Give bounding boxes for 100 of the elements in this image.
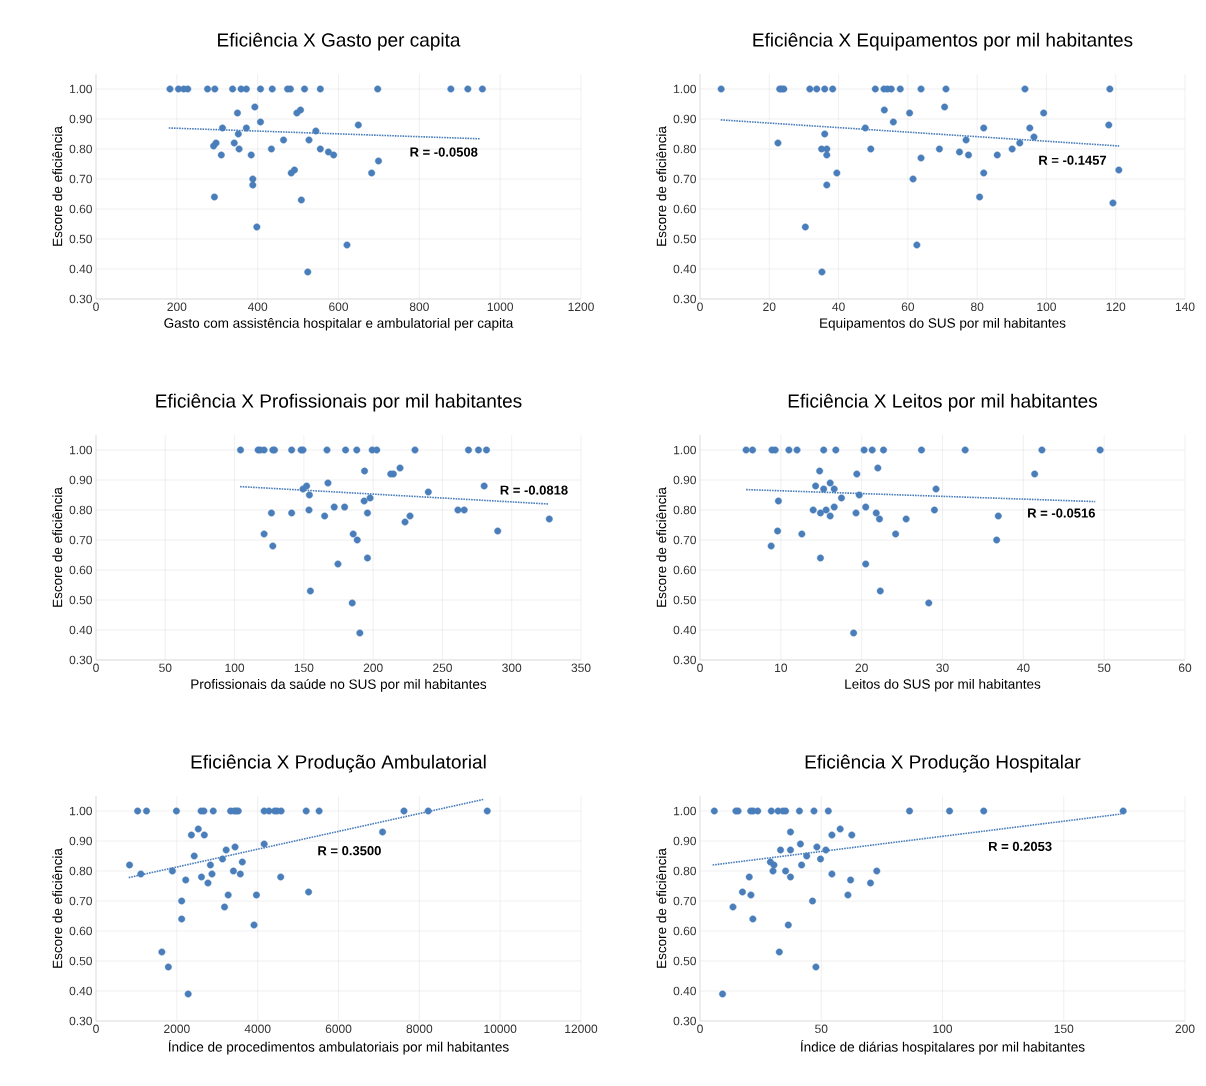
x-tick-label: 20 (763, 302, 776, 312)
annotation: R = 0.3500 (318, 846, 381, 856)
x-tick-label: 0 (697, 1024, 703, 1034)
y-axis-title: Escore de eficiência (52, 487, 63, 607)
x-tick-label: 10000 (484, 1024, 517, 1034)
x-tick-label: 200 (363, 663, 383, 673)
x-tick-label: 60 (1178, 663, 1192, 673)
chart-title: Eficiência X Equipamentos por mil habitantes (753, 32, 1133, 51)
x-tick-label: 100 (225, 663, 245, 673)
annotation: R = -0.0516 (1028, 508, 1095, 518)
x-tick-label: 4000 (244, 1024, 271, 1034)
x-tick-label: 100 (933, 1024, 953, 1034)
x-axis-title: Gasto com assistência hospitalar e ambulatorial per capita (164, 317, 514, 331)
x-tick-label: 40 (1016, 663, 1030, 673)
x-tick-label: 350 (571, 663, 591, 673)
y-tick-label: 0.70 (673, 535, 697, 545)
y-tick-label: 1.00 (674, 84, 697, 94)
x-tick-label: 0 (697, 302, 703, 312)
x-tick-label: 100 (1037, 302, 1056, 312)
y-tick-label: 0.70 (673, 174, 697, 184)
chart-title: Eficiência X Produção Hospitalar (805, 754, 1081, 773)
y-tick-label: 0.90 (673, 475, 697, 485)
y-tick-label: 0.80 (673, 505, 697, 515)
x-tick-label: 0 (93, 302, 99, 312)
annotation: R = -0.0818 (500, 485, 568, 495)
x-axis-title: Leitos do SUS por mil habitantes (845, 678, 1041, 692)
y-tick-label: 0.90 (69, 836, 92, 846)
x-tick-label: 140 (1175, 302, 1195, 312)
x-tick-label: 30 (936, 663, 949, 673)
y-tick-label: 0.90 (673, 836, 697, 846)
y-tick-label: 0.50 (69, 956, 92, 966)
x-tick-label: 150 (1054, 1024, 1074, 1034)
x-tick-label: 10 (775, 663, 788, 673)
x-tick-label: 12000 (565, 1024, 598, 1034)
y-tick-label: 0.50 (69, 595, 92, 605)
y-tick-label: 1.00 (70, 445, 92, 455)
y-tick-label: 0.40 (69, 625, 92, 635)
y-tick-label: 0.40 (673, 625, 697, 635)
y-tick-label: 0.60 (69, 565, 92, 575)
y-tick-label: 0.40 (69, 986, 92, 996)
y-tick-label: 0.50 (69, 234, 92, 244)
y-tick-label: 0.80 (69, 144, 92, 154)
x-tick-label: 80 (971, 302, 984, 312)
x-tick-label: 1200 (568, 302, 594, 312)
y-tick-label: 1.00 (70, 84, 92, 94)
y-tick-label: 0.70 (69, 174, 92, 184)
y-tick-label: 0.30 (673, 655, 697, 665)
y-tick-label: 0.60 (673, 926, 697, 936)
x-tick-label: 0 (93, 663, 99, 673)
x-axis-title: Índice de diárias hospitalares por mil habitantes (800, 1039, 1085, 1055)
x-tick-label: 50 (1097, 663, 1111, 673)
y-tick-label: 0.30 (69, 655, 92, 665)
y-tick-label: 0.70 (673, 896, 697, 906)
y-tick-label: 0.30 (673, 1016, 697, 1026)
y-tick-label: 0.90 (69, 475, 92, 485)
y-tick-label: 0.60 (673, 565, 697, 575)
x-axis-title: Equipamentos do SUS por mil habitantes (820, 317, 1066, 331)
chart-title: Eficiência X Leitos por mil habitantes (788, 393, 1098, 412)
y-tick-label: 0.70 (69, 896, 92, 906)
y-tick-label: 0.50 (673, 956, 697, 966)
x-tick-label: 800 (409, 302, 429, 312)
y-axis-title: Escore de eficiência (52, 848, 63, 968)
x-tick-label: 40 (832, 302, 845, 312)
y-tick-label: 0.50 (673, 595, 697, 605)
x-tick-label: 1000 (487, 302, 514, 312)
y-tick-label: 0.50 (673, 234, 697, 244)
x-tick-label: 400 (247, 302, 268, 312)
y-tick-label: 0.60 (69, 204, 92, 214)
chart-title: Eficiência X Produção Ambulatorial (191, 754, 486, 773)
annotation: R = -0.1457 (1039, 155, 1107, 165)
x-axis-title: Profissionais da saúde no SUS por mil habitantes (191, 678, 487, 692)
annotation: R = -0.0508 (410, 147, 478, 157)
x-tick-label: 0 (93, 1024, 99, 1034)
x-tick-label: 200 (167, 302, 187, 312)
x-tick-label: 2000 (164, 1024, 190, 1034)
y-tick-label: 0.40 (673, 264, 697, 274)
y-tick-label: 1.00 (70, 806, 92, 816)
y-tick-label: 0.40 (69, 264, 92, 274)
x-tick-label: 20 (855, 663, 868, 673)
x-tick-label: 0 (697, 663, 703, 673)
y-tick-label: 0.40 (673, 986, 697, 996)
chart-title: Eficiência X Profissionais por mil habitantes (156, 393, 522, 412)
y-tick-label: 0.70 (69, 535, 92, 545)
y-axis-title: Escore de eficiência (656, 487, 667, 607)
annotation: R = 0.2053 (989, 841, 1052, 852)
y-tick-label: 0.80 (69, 866, 92, 876)
x-axis-title: Índice de procedimentos ambulatoriais por mil habitantes (168, 1039, 509, 1055)
y-tick-label: 1.00 (674, 806, 697, 816)
x-tick-label: 600 (329, 302, 349, 312)
y-tick-label: 0.30 (673, 294, 697, 304)
y-tick-label: 0.30 (69, 1016, 92, 1026)
x-tick-label: 8000 (406, 1024, 433, 1034)
x-tick-label: 6000 (325, 1024, 352, 1034)
y-tick-label: 0.80 (673, 144, 697, 154)
y-tick-label: 0.80 (673, 866, 697, 876)
x-tick-label: 60 (901, 302, 915, 312)
x-tick-label: 150 (294, 663, 314, 673)
y-tick-label: 0.60 (673, 204, 697, 214)
x-tick-label: 50 (159, 663, 172, 673)
x-tick-label: 120 (1106, 302, 1126, 312)
